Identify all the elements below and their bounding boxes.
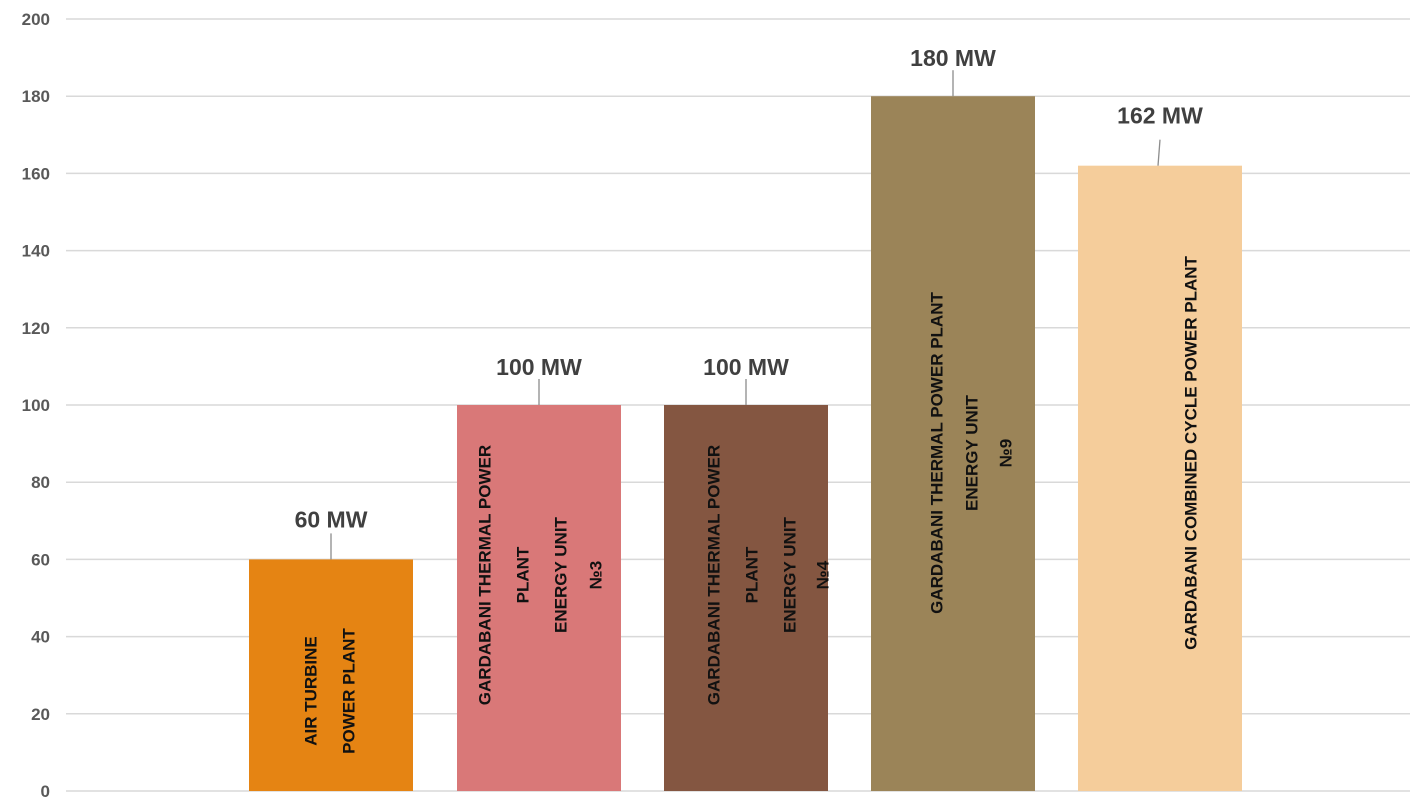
y-tick-label: 160	[22, 164, 50, 183]
y-tick-label: 200	[22, 10, 50, 29]
y-tick-label: 80	[31, 473, 50, 492]
data-label: 180 MW	[910, 45, 996, 71]
y-tick-label: 0	[41, 782, 50, 798]
bar-category-label: GARDABANI THERMAL POWER PLANT	[927, 292, 946, 614]
bar-category-label: №9	[996, 439, 1015, 467]
data-labels: 60 MW 100 MW 100 MW 180 MW 162 MW	[295, 45, 1204, 532]
bar-category-label: AIR TURBINE	[301, 636, 320, 746]
bar-category-label: ENERGY UNIT	[962, 394, 981, 510]
data-label: 162 MW	[1117, 103, 1203, 129]
bar-category-label: №3	[586, 561, 605, 589]
y-tick-label: 100	[22, 396, 50, 415]
data-label-leaders	[330, 70, 1161, 560]
bars	[249, 96, 1242, 791]
bar-category-label: PLANT	[513, 546, 532, 603]
bar-category-labels: AIR TURBINE POWER PLANT GARDABANI THERMAL …	[301, 255, 1200, 753]
bar-category-label: PLANT	[742, 546, 761, 603]
bar-category-label: ENERGY UNIT	[780, 516, 799, 632]
data-label: 100 MW	[703, 354, 789, 380]
bar-category-label: POWER PLANT	[339, 628, 358, 754]
y-tick-label: 180	[22, 87, 50, 106]
bar-category-label: ENERGY UNIT	[551, 516, 570, 632]
y-tick-label: 140	[22, 242, 50, 261]
y-tick-label: 120	[22, 319, 50, 338]
bar-category-label: GARDABANI COMBINED CYCLE POWER PLANT	[1181, 255, 1200, 649]
bar-category-label: GARDABANI THERMAL POWER	[475, 445, 494, 705]
y-axis-tick-labels: 0 20 40 60 80 100 120 140 160 180 200	[22, 10, 50, 798]
data-label-leader	[1157, 139, 1161, 166]
data-label: 100 MW	[496, 354, 582, 380]
y-tick-label: 40	[31, 628, 50, 647]
bar	[1078, 165, 1242, 791]
data-label: 60 MW	[295, 506, 368, 532]
bar	[871, 96, 1035, 791]
bar	[664, 405, 828, 791]
bar-category-label: №4	[813, 560, 832, 589]
y-tick-label: 60	[31, 550, 50, 569]
bar-category-label: GARDABANI THERMAL POWER	[704, 445, 723, 705]
bar	[457, 405, 621, 791]
y-tick-label: 20	[31, 705, 50, 724]
bar	[249, 559, 413, 791]
